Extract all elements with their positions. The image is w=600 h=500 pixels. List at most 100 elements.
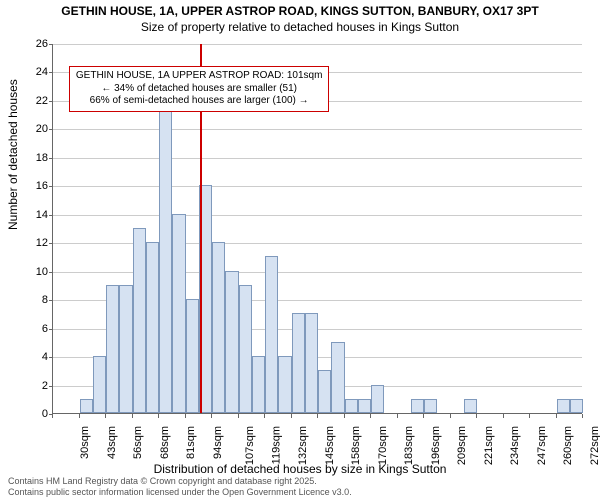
x-tick-label: 43sqm [106, 426, 118, 459]
chart-area: GETHIN HOUSE, 1A UPPER ASTROP ROAD: 101s… [52, 44, 582, 414]
x-tick-mark [185, 414, 186, 418]
histogram-bar [570, 399, 583, 413]
x-tick-mark [52, 414, 53, 418]
y-tick-label: 22 [28, 95, 48, 107]
x-tick-label: 247sqm [536, 426, 548, 465]
y-tick-mark [49, 243, 53, 244]
x-tick-mark [105, 414, 106, 418]
grid-line [53, 215, 582, 216]
x-tick-mark [344, 414, 345, 418]
x-tick-mark [264, 414, 265, 418]
y-tick-label: 14 [28, 209, 48, 221]
plot-region: GETHIN HOUSE, 1A UPPER ASTROP ROAD: 101s… [52, 44, 582, 414]
y-tick-mark [49, 386, 53, 387]
x-tick-label: 158sqm [350, 426, 362, 465]
y-tick-label: 6 [28, 323, 48, 335]
y-tick-label: 8 [28, 294, 48, 306]
x-tick-label: 30sqm [79, 426, 91, 459]
histogram-bar [345, 399, 358, 413]
y-tick-label: 24 [28, 66, 48, 78]
x-tick-label: 107sqm [244, 426, 256, 465]
y-tick-mark [49, 72, 53, 73]
histogram-bar [331, 342, 344, 413]
x-tick-label: 56sqm [132, 426, 144, 459]
y-tick-mark [49, 272, 53, 273]
y-tick-mark [49, 101, 53, 102]
y-tick-mark [49, 215, 53, 216]
y-tick-label: 4 [28, 351, 48, 363]
x-tick-mark [132, 414, 133, 418]
histogram-bar [411, 399, 424, 413]
histogram-bar [278, 356, 291, 413]
x-tick-mark [211, 414, 212, 418]
x-tick-mark [238, 414, 239, 418]
y-tick-label: 12 [28, 237, 48, 249]
x-tick-label: 132sqm [297, 426, 309, 465]
grid-line [53, 158, 582, 159]
histogram-bar [358, 399, 371, 413]
x-tick-mark [450, 414, 451, 418]
y-tick-mark [49, 158, 53, 159]
histogram-bar [265, 256, 278, 413]
grid-line [53, 186, 582, 187]
x-tick-label: 260sqm [562, 426, 574, 465]
x-tick-label: 196sqm [430, 426, 442, 465]
annotation-line: GETHIN HOUSE, 1A UPPER ASTROP ROAD: 101s… [76, 70, 323, 83]
y-tick-label: 26 [28, 38, 48, 50]
histogram-bar [133, 228, 146, 413]
histogram-bar [225, 271, 238, 413]
y-tick-mark [49, 44, 53, 45]
x-tick-mark [503, 414, 504, 418]
histogram-bar [252, 356, 265, 413]
x-tick-label: 170sqm [377, 426, 389, 465]
y-tick-label: 0 [28, 408, 48, 420]
x-tick-mark [556, 414, 557, 418]
y-tick-mark [49, 186, 53, 187]
x-tick-mark [582, 414, 583, 418]
y-tick-label: 18 [28, 152, 48, 164]
y-tick-mark [49, 129, 53, 130]
y-tick-label: 16 [28, 180, 48, 192]
x-tick-mark [423, 414, 424, 418]
x-tick-label: 272sqm [589, 426, 600, 465]
histogram-bar [119, 285, 132, 413]
histogram-bar [212, 242, 225, 413]
x-tick-label: 209sqm [456, 426, 468, 465]
x-tick-label: 234sqm [509, 426, 521, 465]
histogram-bar [292, 313, 305, 413]
x-tick-label: 68sqm [159, 426, 171, 459]
x-tick-label: 221sqm [483, 426, 495, 465]
x-tick-label: 81sqm [185, 426, 197, 459]
x-tick-label: 183sqm [403, 426, 415, 465]
x-tick-mark [529, 414, 530, 418]
grid-line [53, 129, 582, 130]
x-tick-mark [317, 414, 318, 418]
histogram-bar [159, 100, 172, 413]
chart-title-block: GETHIN HOUSE, 1A, UPPER ASTROP ROAD, KIN… [0, 0, 600, 35]
histogram-bar [371, 385, 384, 413]
attribution-line-1: Contains HM Land Registry data © Crown c… [8, 476, 352, 487]
histogram-bar [424, 399, 437, 413]
y-tick-label: 10 [28, 266, 48, 278]
histogram-bar [557, 399, 570, 413]
histogram-bar [464, 399, 477, 413]
annotation-line: ← 34% of detached houses are smaller (51… [76, 83, 323, 96]
x-tick-mark [79, 414, 80, 418]
histogram-bar [106, 285, 119, 413]
x-tick-label: 94sqm [212, 426, 224, 459]
y-tick-label: 2 [28, 380, 48, 392]
histogram-bar [305, 313, 318, 413]
histogram-bar [146, 242, 159, 413]
x-axis-label: Distribution of detached houses by size … [0, 462, 600, 476]
histogram-bar [80, 399, 93, 413]
x-tick-label: 119sqm [270, 426, 282, 464]
y-tick-mark [49, 357, 53, 358]
grid-line [53, 44, 582, 45]
histogram-bar [172, 214, 185, 413]
x-tick-mark [476, 414, 477, 418]
annotation-line: 66% of semi-detached houses are larger (… [76, 95, 323, 108]
histogram-bar [93, 356, 106, 413]
attribution-line-2: Contains public sector information licen… [8, 487, 352, 498]
histogram-bar [186, 299, 199, 413]
y-tick-mark [49, 329, 53, 330]
